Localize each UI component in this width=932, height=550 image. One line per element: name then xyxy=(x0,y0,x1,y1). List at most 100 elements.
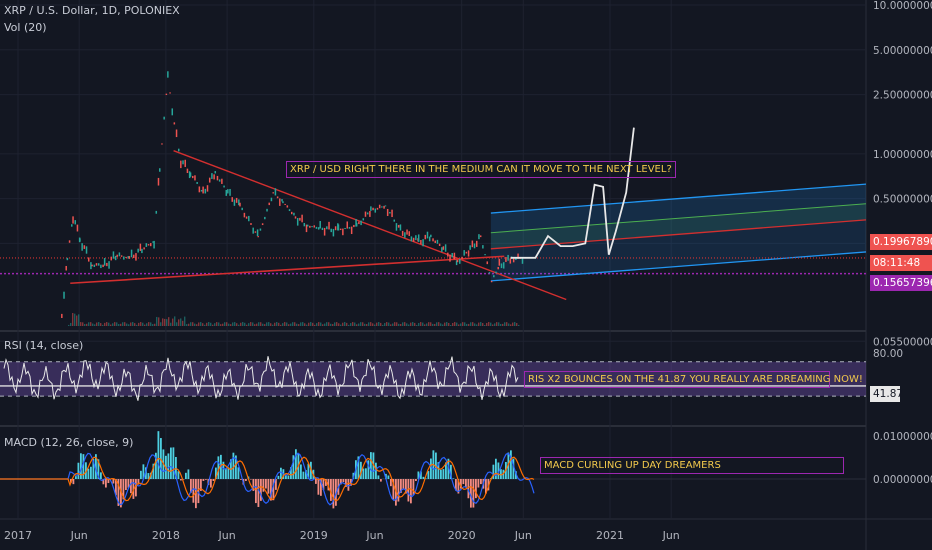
macd-histogram-bar xyxy=(422,476,425,479)
volume-bar xyxy=(188,323,190,326)
x-tick-label: 2018 xyxy=(152,529,180,542)
candle xyxy=(451,253,453,258)
volume-bar xyxy=(516,323,518,326)
macd-histogram-bar xyxy=(112,479,115,484)
volume-bar xyxy=(158,317,160,326)
macd-histogram-bar xyxy=(307,463,310,479)
candle xyxy=(330,228,332,233)
volume-bar xyxy=(396,322,398,326)
macd-histogram-bar xyxy=(225,468,227,479)
volume-bar xyxy=(386,322,388,326)
macd-histogram-bar xyxy=(135,479,137,497)
candle xyxy=(369,210,371,217)
volume-bar xyxy=(242,322,244,326)
volume-bar xyxy=(166,319,168,326)
macd-histogram-bar xyxy=(107,479,110,484)
volume-bar xyxy=(296,323,298,326)
x-tick-label: Jun xyxy=(70,529,88,542)
candle xyxy=(348,227,351,229)
macd-histogram-bar xyxy=(430,458,432,479)
macd-histogram-bar xyxy=(280,467,282,479)
volume-bar xyxy=(362,322,364,326)
macd-histogram-bar xyxy=(220,454,222,479)
volume-bar xyxy=(444,322,446,326)
volume-bar xyxy=(78,314,80,326)
macd-histogram-bar xyxy=(72,479,75,485)
volume-bar xyxy=(366,324,368,326)
candle xyxy=(463,250,465,256)
macd-histogram-bar xyxy=(120,479,122,508)
macd-histogram-bar xyxy=(480,479,482,485)
macd-histogram-bar xyxy=(255,479,257,504)
candle xyxy=(218,179,221,182)
rsi-annotation[interactable]: RIS X2 BOUNCES ON THE 41.87 YOU REALLY A… xyxy=(524,371,863,388)
macd-histogram-bar xyxy=(267,479,270,494)
volume-bar xyxy=(254,324,256,326)
volume-bar xyxy=(484,324,486,326)
candle xyxy=(63,291,65,299)
volume-bar xyxy=(94,324,96,326)
macd-histogram-bar xyxy=(440,469,442,479)
volume-bar xyxy=(214,323,216,326)
candle xyxy=(279,198,281,206)
macd-histogram-bar xyxy=(420,471,422,479)
macd-histogram-bar xyxy=(117,479,120,506)
macd-histogram-bar xyxy=(325,479,327,486)
volume-bar xyxy=(466,323,468,326)
candle xyxy=(456,259,459,263)
candle xyxy=(221,178,223,184)
macd-histogram-bar xyxy=(425,478,427,479)
volume-bar xyxy=(278,322,280,326)
volume-bar xyxy=(146,323,148,326)
macd-histogram-bar xyxy=(95,454,97,479)
volume-bar xyxy=(116,322,118,326)
candle xyxy=(233,199,236,206)
macd-histogram-bar xyxy=(167,453,170,479)
volume-bar xyxy=(434,323,436,326)
candle xyxy=(442,246,445,250)
volume-bar xyxy=(80,322,82,326)
volume-bar xyxy=(276,322,278,326)
macd-histogram-bar xyxy=(405,479,407,494)
macd-annotation[interactable]: MACD CURLING UP DAY DREAMERS xyxy=(540,457,844,474)
volume-bar xyxy=(256,323,258,326)
volume-bar xyxy=(246,324,248,326)
x-tick-label: 2019 xyxy=(300,529,328,542)
candle xyxy=(252,227,254,234)
volume-bar xyxy=(136,324,138,326)
candle xyxy=(306,224,309,227)
volume-bar xyxy=(346,322,348,326)
candle xyxy=(286,205,289,208)
candle xyxy=(495,271,497,274)
volume-bar xyxy=(402,322,404,326)
candle xyxy=(128,256,131,259)
candle xyxy=(434,240,436,243)
volume-bar xyxy=(512,322,514,326)
candle xyxy=(108,261,110,269)
price-annotation[interactable]: XRP / USD RIGHT THERE IN THE MEDIUM CAN … xyxy=(286,161,676,178)
macd-histogram-bar xyxy=(227,467,230,479)
price-series xyxy=(61,71,635,319)
volume-bar xyxy=(492,324,494,326)
macd-histogram-bar xyxy=(380,479,382,482)
candle xyxy=(311,226,313,228)
candle xyxy=(204,188,207,194)
candle xyxy=(284,203,286,205)
macd-histogram-bar xyxy=(415,479,417,482)
candle xyxy=(90,262,92,270)
candle xyxy=(502,262,505,269)
candle xyxy=(282,201,284,204)
macd-histogram-bar xyxy=(300,464,302,479)
candle xyxy=(198,186,201,193)
candle xyxy=(432,238,434,242)
volume-bar xyxy=(84,324,86,326)
volume-bar xyxy=(294,322,296,326)
x-tick-label: 2021 xyxy=(596,529,624,542)
volume-bar xyxy=(356,324,358,326)
macd-histogram-bar xyxy=(470,479,472,508)
volume-bar xyxy=(452,322,454,326)
macd-histogram-bar xyxy=(170,447,172,479)
candle xyxy=(165,93,168,96)
macd-histogram-bar xyxy=(330,479,332,501)
macd-histogram-bar xyxy=(75,476,77,479)
